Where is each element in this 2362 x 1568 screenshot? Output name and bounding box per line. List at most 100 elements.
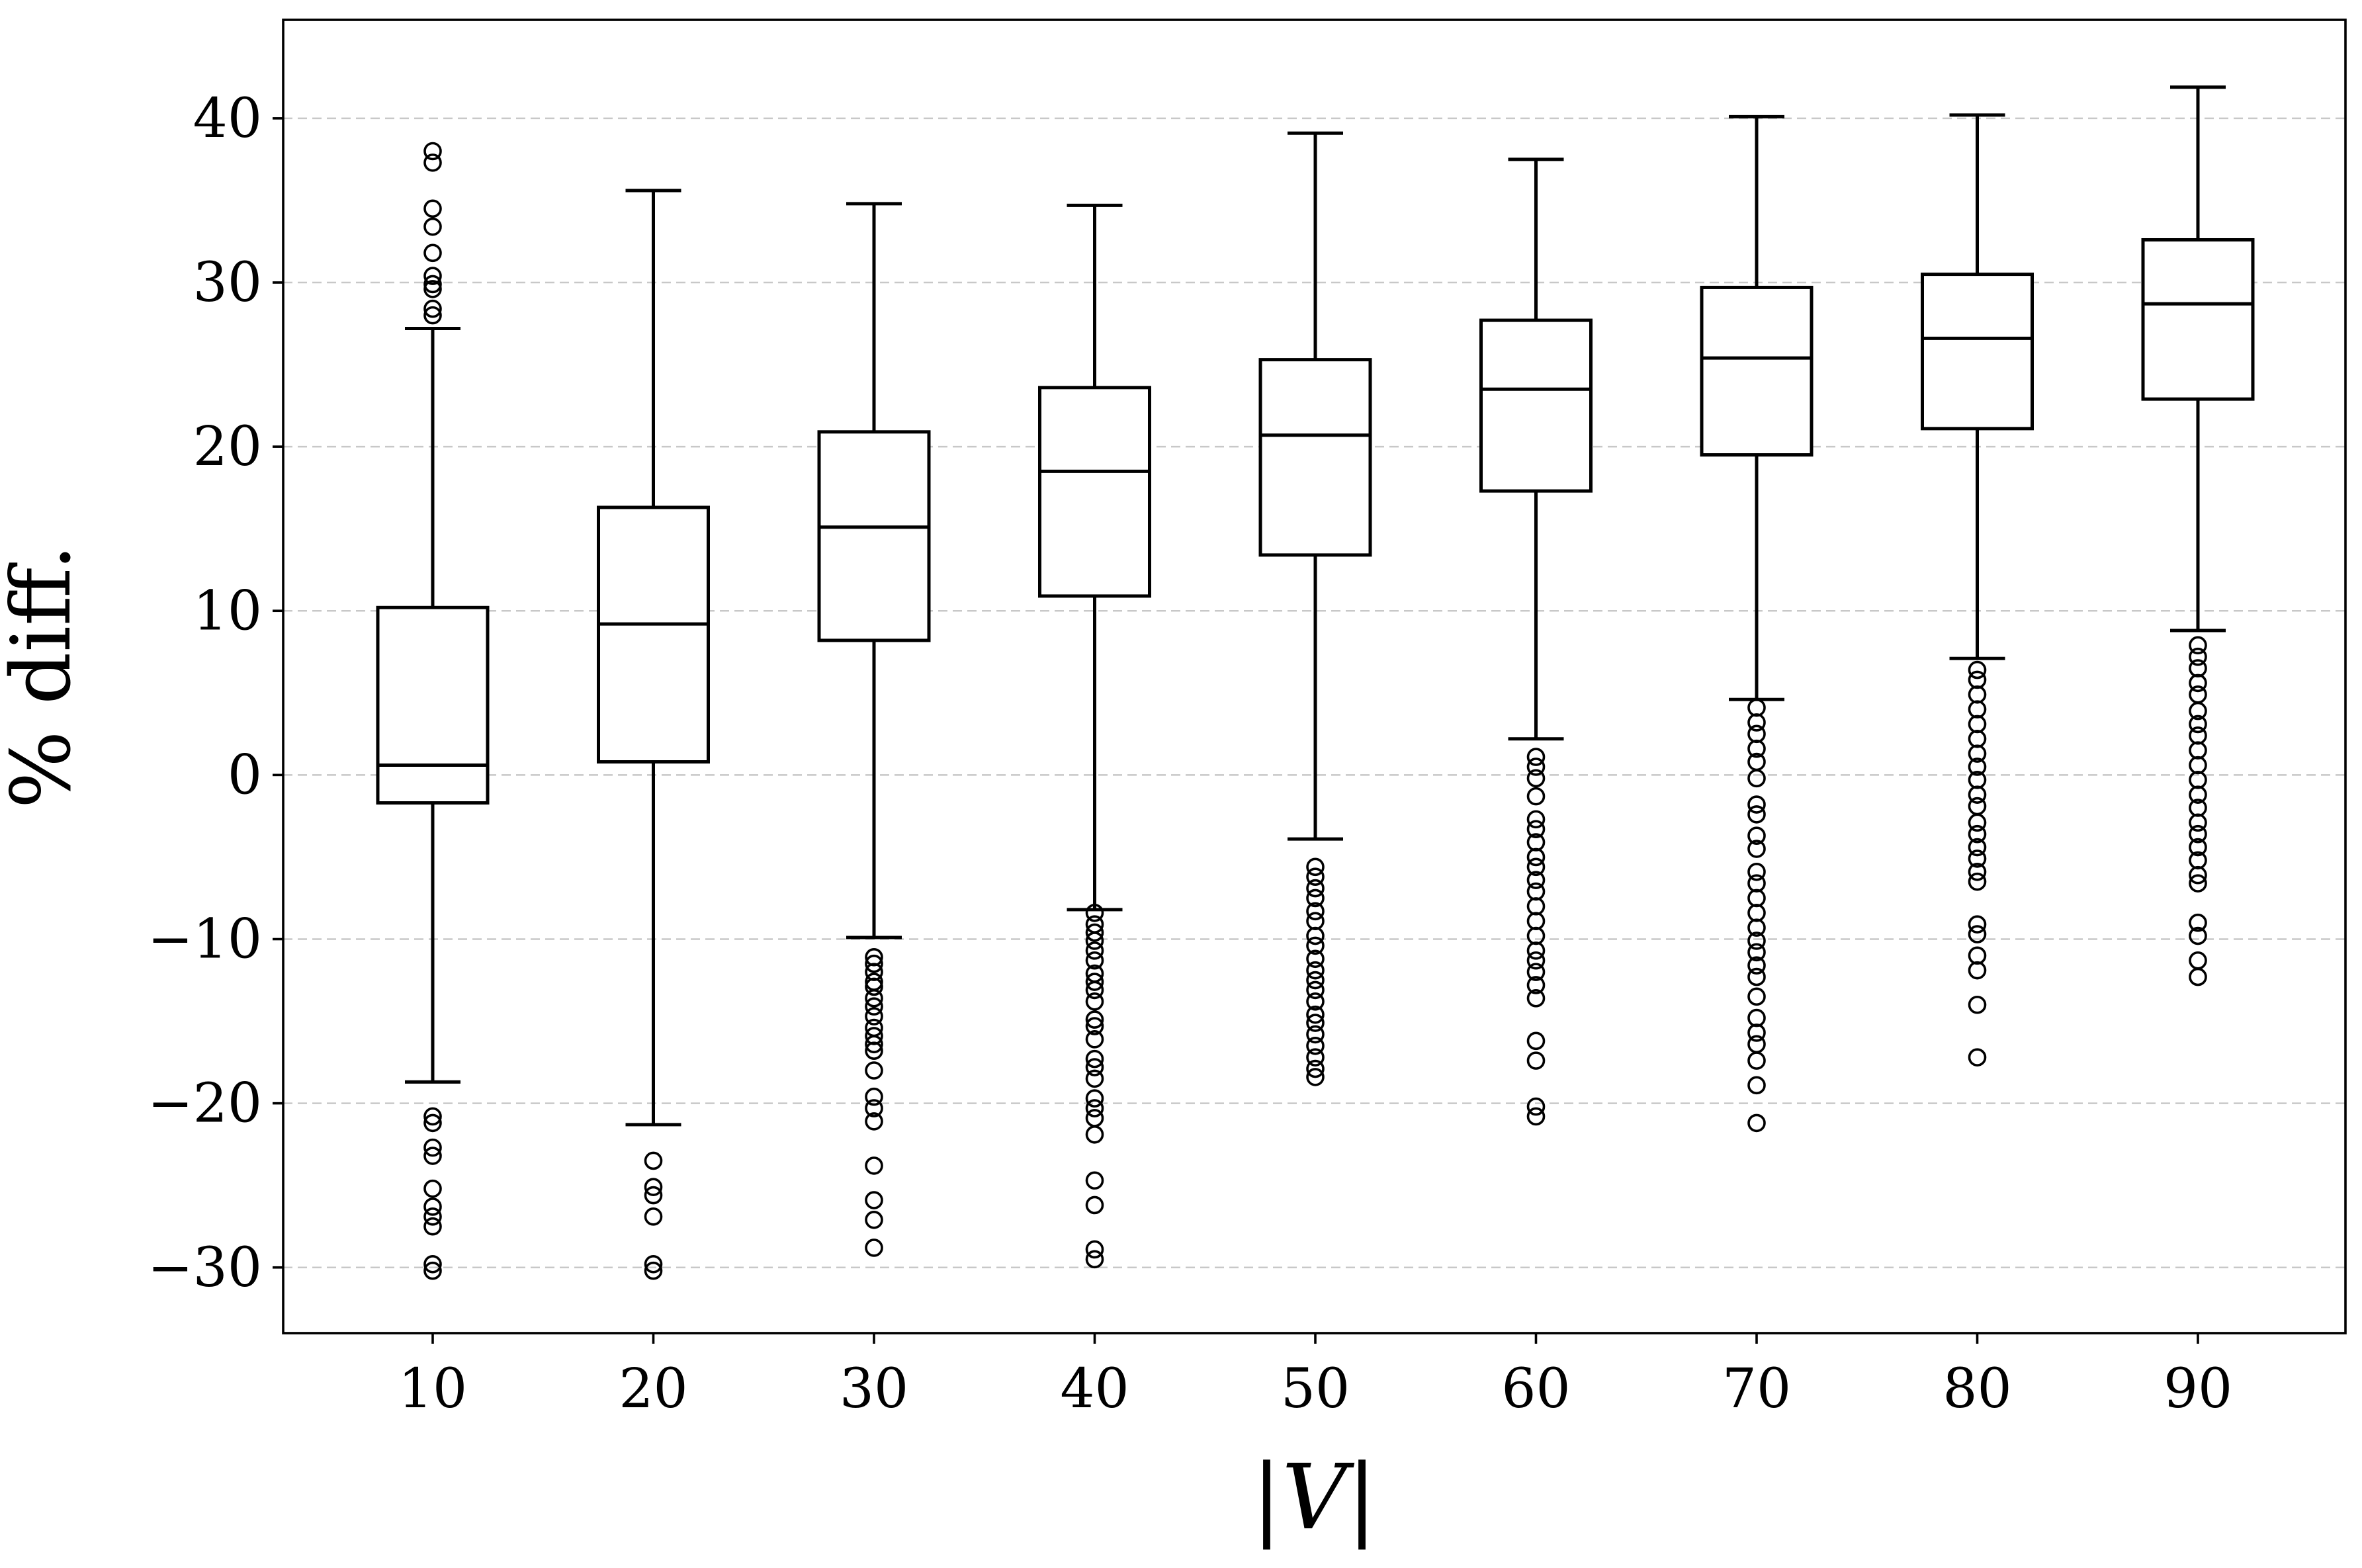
outlier-point [2189,913,2207,932]
outlier-point [1306,867,1325,887]
outlier-point [865,1239,883,1257]
outlier-point [1968,813,1987,832]
outlier-point [865,954,883,973]
outlier-point [2189,756,2207,775]
outlier-point [1747,713,1766,732]
x-axis: 10 20 30 40 50 60 70 80 90 [398,1333,2232,1420]
outlier-point [1085,941,1104,960]
outlier-point [423,306,442,325]
outlier-point [1747,1113,1766,1133]
box-group [376,142,490,1280]
outlier-point [1085,1030,1104,1049]
outlier-point [2189,701,2207,720]
outlier-point [423,1113,442,1133]
outlier-point [644,1151,663,1170]
outlier-point [1968,729,1987,748]
outlier-point [865,989,883,1008]
x-tick-label: 30 [840,1358,908,1420]
iqr-box [1479,318,1593,493]
outlier-point [865,1041,883,1061]
box-group [1258,131,1372,1086]
outlier-point [1085,1010,1104,1029]
outlier-point [1306,889,1325,908]
y-tick-label: 10 [193,580,262,642]
outlier-point [1526,857,1546,877]
box-group [1479,157,1593,1126]
outlier-point [423,142,442,161]
x-tick-label: 20 [619,1358,687,1420]
x-tick-label: 60 [1501,1358,1570,1420]
outlier-point [1085,1049,1104,1068]
outlier-point [1968,660,1987,679]
outlier-point [2189,785,2207,804]
box-group [1038,203,1151,1269]
y-tick-label: 0 [228,744,262,806]
outlier-point [1085,951,1104,970]
outlier-point [1747,840,1766,858]
outlier-point [1085,1017,1104,1035]
iqr-box [597,505,710,764]
outlier-point [1747,739,1766,758]
outlier-point [1747,956,1766,975]
outlier-point [1306,857,1325,877]
outlier-point [1968,744,1987,763]
box-group [1921,113,2034,1067]
box-group [1700,114,1814,1133]
outlier-point [1968,995,1987,1014]
outlier-point [1526,769,1546,788]
outlier-point [1747,769,1766,788]
outlier-point [1747,1035,1766,1054]
outlier-point [1306,1059,1325,1078]
outlier-point [1085,1171,1104,1190]
outlier-point [1968,961,1987,980]
outlier-point [1968,872,1987,891]
outlier-point [644,1186,663,1205]
outlier-point [1747,967,1766,986]
outlier-point [423,217,442,236]
outlier-point [865,997,883,1016]
outlier-point [1747,918,1766,937]
outlier-point [423,243,442,263]
x-tick-label: 80 [1943,1358,2011,1420]
outlier-point [1747,862,1766,881]
outlier-point [1526,897,1546,916]
outlier-point [423,153,442,172]
outlier-point [423,267,442,285]
box-group [817,202,931,1257]
outlier-point [1968,758,1987,776]
outlier-point [1526,848,1546,867]
outlier-point [1085,980,1104,1000]
outlier-point [1306,1036,1325,1055]
outlier-point [1526,820,1546,839]
outlier-point [1526,1031,1546,1051]
outlier-point [1306,912,1325,931]
outlier-point [1085,1250,1104,1269]
outlier-point [1085,1069,1104,1088]
outlier-point [1306,902,1325,921]
outlier-point [1747,874,1766,893]
outlier-point [1085,932,1104,950]
outlier-point [423,1179,442,1198]
outlier-point [1085,923,1104,942]
outlier-point [423,1147,442,1165]
outlier-point [865,1156,883,1175]
outlier-point [1968,862,1987,881]
outlier-point [1747,1051,1766,1070]
y-tick-label: 40 [193,87,262,150]
x-tick-label: 50 [1281,1358,1350,1420]
iqr-box [817,430,931,642]
outlier-point [1968,685,1987,704]
outlier-point [644,1254,663,1274]
outlier-point [2189,674,2207,693]
outlier-point [1526,748,1546,766]
outlier-point [1526,758,1546,776]
outlier-point [1747,1076,1766,1095]
outlier-point [1747,904,1766,922]
x-axis-label: |V| [1252,1446,1378,1550]
outlier-point [1968,915,1987,934]
outlier-point [1306,1005,1325,1024]
outlier-point [1968,715,1987,734]
x-tick-label: 90 [2164,1358,2232,1420]
outlier-point [1968,1048,1987,1067]
iqr-box [1700,285,1814,457]
